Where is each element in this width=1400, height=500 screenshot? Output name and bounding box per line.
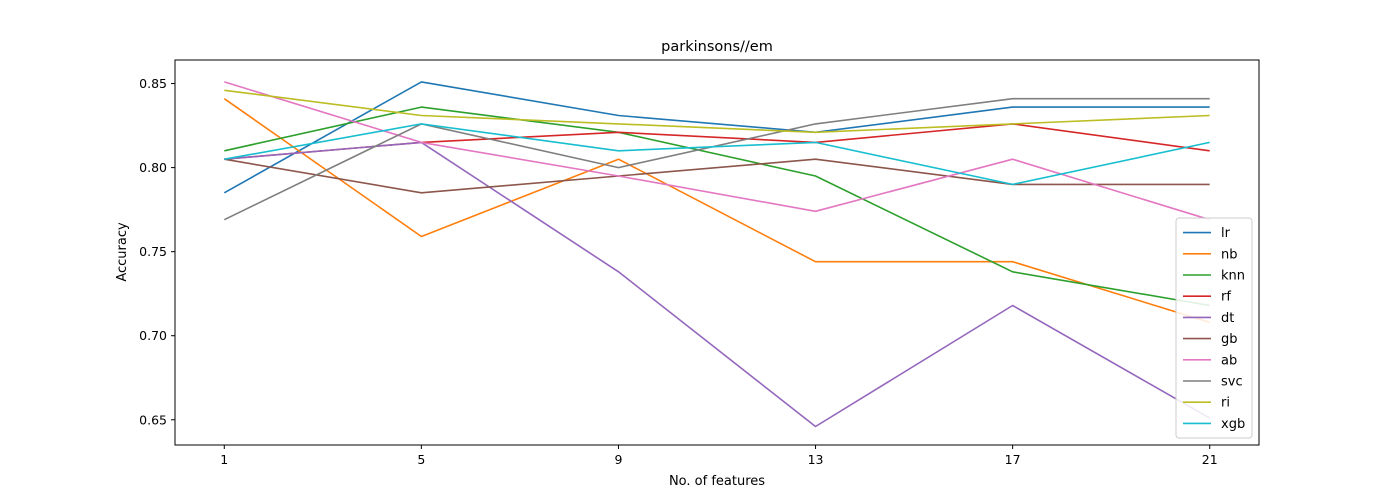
x-tick-label: 21 xyxy=(1202,452,1218,467)
x-tick-label: 1 xyxy=(220,452,228,467)
x-tick-label: 5 xyxy=(417,452,425,467)
series-line-ab xyxy=(224,81,1210,221)
x-axis-label: No. of features xyxy=(669,474,765,489)
series-line-xgb xyxy=(224,123,1210,186)
x-tick-label: 9 xyxy=(614,452,622,467)
plot-frame xyxy=(174,59,1260,446)
series-line-knn xyxy=(224,106,1210,307)
y-tick-label: 0.70 xyxy=(139,328,167,343)
legend-label-dt: dt xyxy=(1221,311,1234,326)
x-tick-label: 13 xyxy=(808,452,824,467)
series-line-gb xyxy=(224,158,1210,194)
series-line-dt xyxy=(224,141,1211,428)
series-layer xyxy=(223,81,1211,428)
y-tick-label: 0.75 xyxy=(139,244,167,259)
legend-label-svc: svc xyxy=(1221,375,1243,390)
y-axis: 0.65 0.70 0.75 0.80 0.85 xyxy=(139,76,175,427)
legend-label-ab: ab xyxy=(1221,353,1237,368)
legend-label-lr: lr xyxy=(1221,226,1231,241)
x-axis: 1 5 9 13 17 21 xyxy=(220,445,1218,467)
legend-label-xgb: xgb xyxy=(1221,417,1245,432)
legend: lr nb knn rf dt gb ab svc ri xgb xyxy=(1175,217,1253,439)
legend-label-nb: nb xyxy=(1221,247,1238,262)
y-tick-label: 0.65 xyxy=(139,412,167,427)
series-line-svc xyxy=(223,97,1210,221)
legend-label-rf: rf xyxy=(1221,290,1231,305)
legend-label-knn: knn xyxy=(1221,269,1245,284)
legend-box xyxy=(1175,217,1253,439)
y-axis-label: Accuracy xyxy=(115,222,130,282)
chart-title: parkinsons//em xyxy=(661,39,773,55)
plot-area xyxy=(174,59,1260,446)
x-tick-label: 17 xyxy=(1005,452,1021,467)
y-tick-label: 0.85 xyxy=(139,76,167,91)
legend-label-gb: gb xyxy=(1221,332,1238,347)
legend-label-ri: ri xyxy=(1221,396,1230,411)
series-line-nb xyxy=(223,98,1210,324)
series-line-lr xyxy=(223,81,1210,194)
series-line-ri xyxy=(224,89,1210,134)
y-tick-label: 0.80 xyxy=(139,160,167,175)
